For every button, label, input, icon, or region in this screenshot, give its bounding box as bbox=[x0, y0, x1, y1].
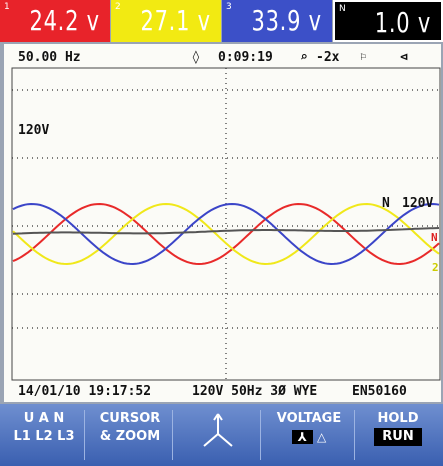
channel: 3 bbox=[226, 2, 232, 12]
neutral-label: N bbox=[382, 196, 390, 211]
scope: 120V N 120V N 2 bbox=[11, 67, 441, 381]
config: 120V 50Hz 3Ø WYE bbox=[192, 384, 318, 399]
value: 24.2 v bbox=[29, 4, 100, 37]
zoom-icon: ⌕ bbox=[300, 50, 308, 65]
phasor-icon bbox=[203, 413, 233, 447]
reading-l1: 1 24.2 v bbox=[0, 0, 110, 42]
softkey-line: HOLD bbox=[377, 411, 419, 426]
channel: N bbox=[339, 4, 346, 14]
softkey-line: RUN bbox=[374, 428, 422, 446]
neutral-scale: 120V bbox=[402, 196, 433, 211]
standard: EN50160 bbox=[352, 384, 407, 399]
value: 1.0 v bbox=[374, 6, 431, 39]
frequency: 50.00 Hz bbox=[18, 50, 81, 65]
softkey-phase[interactable]: U A N L1 L2 L3 bbox=[4, 410, 85, 460]
softkey-line: & ZOOM bbox=[99, 429, 161, 444]
waveforms bbox=[12, 202, 440, 266]
clock-icon: ◊ bbox=[192, 50, 200, 65]
plug-icon: ⊲ bbox=[400, 50, 408, 65]
channel: 1 bbox=[4, 2, 10, 12]
right-label: N bbox=[431, 231, 438, 244]
datetime: 14/01/10 19:17:52 bbox=[18, 384, 152, 399]
value: 27.1 v bbox=[140, 4, 211, 37]
waveform bbox=[12, 202, 440, 266]
flag-icon: ⚐ bbox=[360, 50, 367, 63]
waveform bbox=[12, 202, 440, 266]
softkey-line: VOLTAGE bbox=[276, 411, 342, 426]
softkey-line: U A N bbox=[23, 411, 65, 426]
reading-l2: 2 27.1 v bbox=[111, 0, 221, 42]
waveform bbox=[12, 202, 440, 266]
right-label: 2 bbox=[432, 261, 439, 274]
screen: 50.00 Hz ◊ 0:09:19 ⌕ -2x ⚐ ⊲ 120V N 120V… bbox=[4, 44, 441, 402]
softkey-line: L1 L2 L3 bbox=[13, 429, 75, 444]
elapsed-time: 0:09:19 bbox=[218, 50, 273, 65]
softkey-bar: U A N L1 L2 L3 CURSOR & ZOOM VOLTAGE ⅄ △… bbox=[0, 404, 443, 466]
zoom: -2x bbox=[316, 50, 340, 65]
softkey-hold[interactable]: HOLD RUN bbox=[358, 410, 438, 460]
softkey-phasor[interactable] bbox=[176, 410, 261, 460]
softkey-cursor[interactable]: CURSOR & ZOOM bbox=[88, 410, 173, 460]
softkey-voltage[interactable]: VOLTAGE ⅄ △ bbox=[264, 410, 355, 460]
value: 33.9 v bbox=[251, 4, 322, 37]
mode-icons: ⅄ △ bbox=[264, 428, 354, 446]
reading-l3: 3 33.9 v bbox=[222, 0, 332, 42]
reading-n: N 1.0 v bbox=[333, 0, 443, 42]
scale-label: 120V bbox=[18, 123, 49, 138]
channel: 2 bbox=[115, 2, 121, 12]
softkey-line: CURSOR bbox=[99, 411, 161, 426]
grid bbox=[12, 68, 440, 380]
waveform bbox=[12, 227, 440, 235]
